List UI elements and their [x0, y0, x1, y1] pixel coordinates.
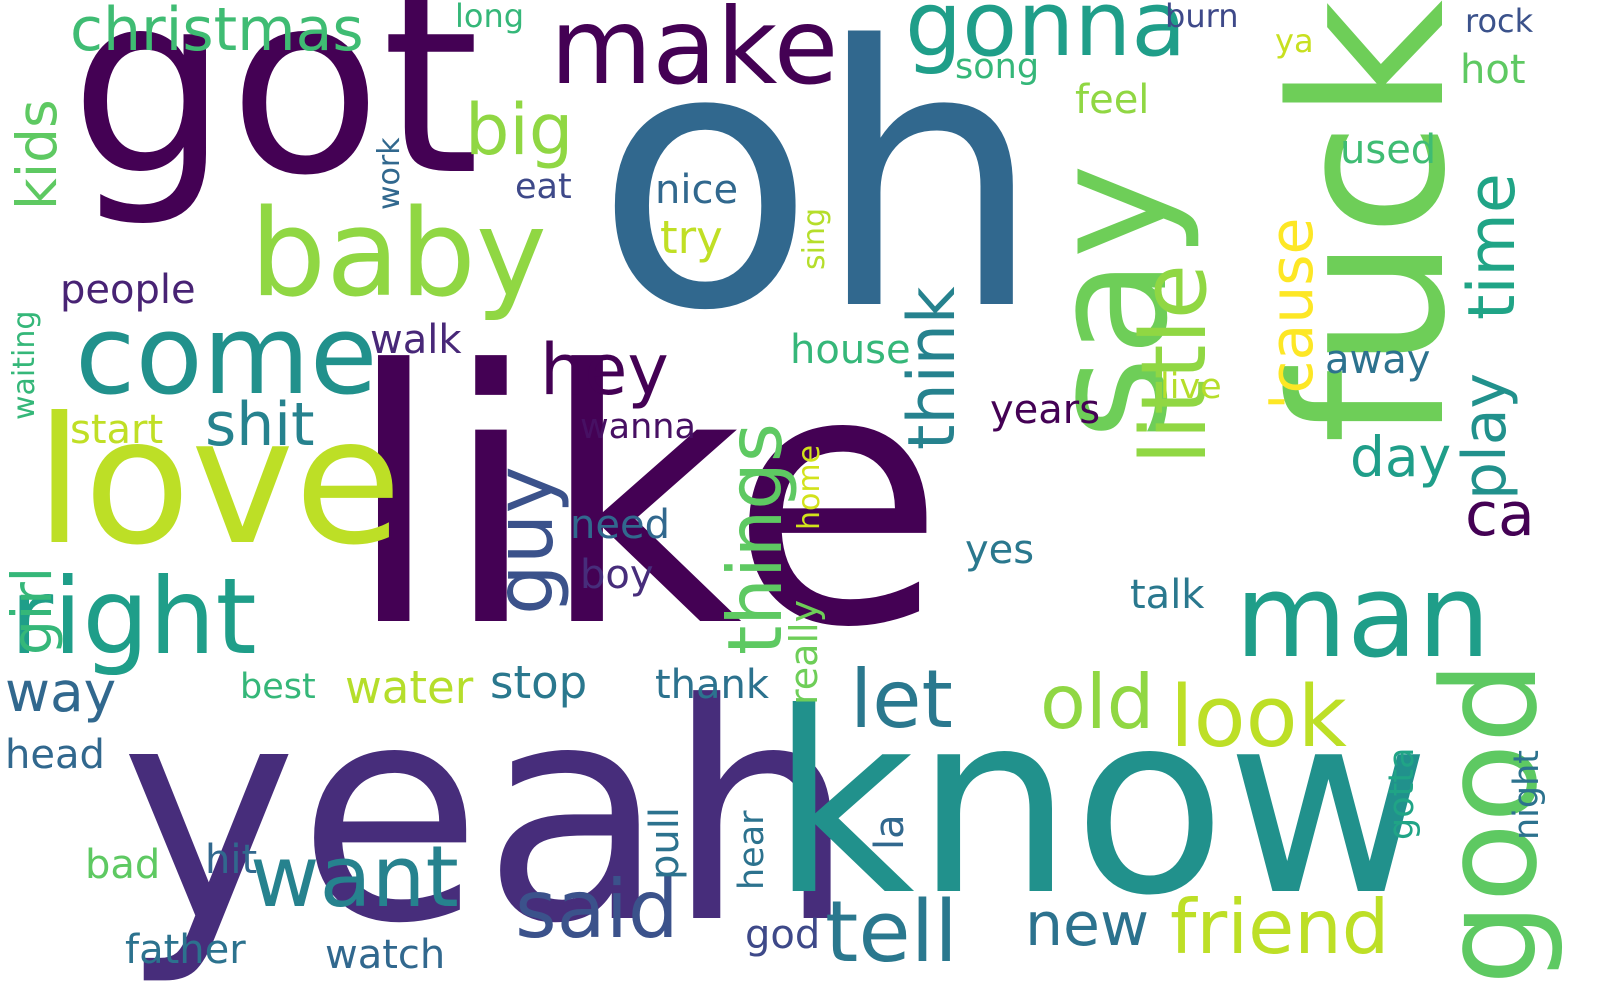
word-bad: bad	[85, 842, 161, 888]
word-song: song	[955, 47, 1040, 87]
word-rock: rock	[1465, 2, 1534, 40]
word-yeah: yeah	[120, 640, 857, 989]
word-make: make	[550, 0, 839, 108]
word-day: day	[1350, 425, 1452, 489]
word-wanna: wanna	[580, 407, 696, 447]
word-people: people	[60, 267, 196, 313]
word-live: live	[1160, 367, 1222, 407]
word-best: best	[240, 667, 316, 707]
word-old: old	[1040, 658, 1155, 746]
word-got: got	[70, 0, 480, 230]
word-yes: yes	[965, 527, 1035, 573]
word-tell: tell	[825, 883, 958, 982]
word-god: god	[745, 912, 821, 958]
word-oh: oh	[595, 0, 1044, 389]
word-guy: guy	[478, 466, 571, 615]
word-little: little	[1122, 264, 1227, 465]
word-right: right	[10, 556, 257, 678]
word-talk: talk	[1130, 572, 1205, 618]
word-said: said	[515, 863, 679, 956]
word-hear: hear	[732, 810, 772, 890]
word-girl: girl	[0, 566, 64, 655]
word-love: love	[35, 381, 402, 584]
word-waiting: waiting	[7, 310, 42, 420]
word-home: home	[792, 444, 827, 530]
word-pull: pull	[642, 807, 688, 880]
word-shit: shit	[205, 390, 315, 460]
word-let: let	[850, 653, 953, 746]
word-come: come	[75, 291, 378, 419]
word-way: way	[5, 660, 117, 724]
word-walk: walk	[370, 317, 462, 363]
word-gonna: gonna	[905, 0, 1187, 77]
word-know: know	[770, 659, 1431, 950]
word-time: time	[1455, 173, 1530, 320]
word-christmas: christmas	[70, 0, 364, 65]
word-big: big	[465, 89, 574, 171]
word-look: look	[1170, 668, 1347, 767]
word-long: long	[455, 0, 525, 35]
word-really: really	[782, 599, 826, 705]
word-start: start	[70, 407, 164, 453]
word-gotta: gotta	[1382, 747, 1422, 840]
word-nice: nice	[655, 167, 739, 213]
word-head: head	[5, 732, 105, 778]
word-new: new	[1025, 890, 1150, 960]
word-years: years	[990, 387, 1101, 433]
word-water: water	[345, 661, 474, 714]
word-house: house	[790, 327, 911, 373]
word-used: used	[1340, 127, 1437, 173]
word-try: try	[660, 211, 723, 264]
word-watch: watch	[325, 932, 446, 978]
word-la: la	[867, 814, 913, 850]
word-want: want	[250, 828, 459, 927]
word-ca: ca	[1465, 480, 1535, 550]
word-need: need	[570, 502, 670, 548]
word-hit: hit	[205, 837, 258, 883]
word-father: father	[125, 927, 246, 973]
word-hot: hot	[1460, 47, 1526, 93]
word-like: like	[345, 296, 946, 704]
word-hey: hey	[540, 329, 669, 411]
word-away: away	[1325, 337, 1431, 383]
word-baby: baby	[250, 185, 547, 324]
word-ya: ya	[1275, 22, 1314, 60]
word-kids: kids	[5, 99, 69, 210]
word-burn: burn	[1165, 0, 1239, 35]
word-man: man	[1235, 550, 1491, 684]
word-work: work	[372, 137, 407, 210]
word-eat: eat	[515, 167, 572, 207]
word-boy: boy	[580, 552, 654, 598]
word-night: night	[1507, 749, 1547, 840]
word-cause: 'cause	[1257, 217, 1327, 410]
word-stop: stop	[490, 656, 588, 709]
word-feel: feel	[1075, 77, 1150, 123]
word-friend: friend	[1170, 883, 1390, 971]
word-sing: sing	[797, 207, 832, 270]
word-thank: thank	[655, 662, 770, 708]
